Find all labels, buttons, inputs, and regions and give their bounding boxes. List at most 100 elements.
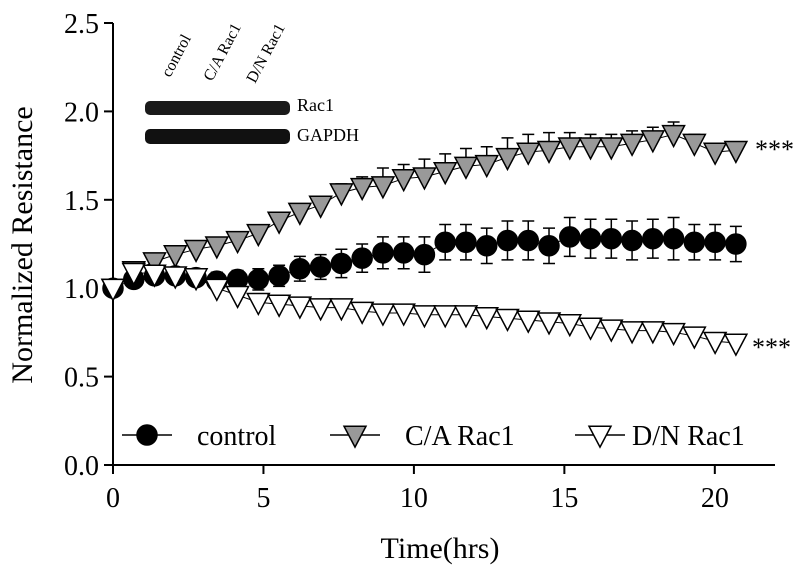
marker [559,226,581,248]
marker [183,239,209,264]
marker [661,124,686,149]
marker [578,317,603,341]
marker [330,252,353,275]
marker [474,154,499,179]
legend-label: C/A Rac1 [405,421,515,452]
marker [225,285,250,309]
marker [619,321,645,345]
marker [370,176,396,200]
annotation: *** [752,333,791,362]
marker [266,294,292,318]
marker [621,229,643,252]
marker [204,236,230,260]
marker [308,298,333,322]
lane-label: C/A Rac1 [201,21,245,84]
x-tick-label: 10 [400,483,428,514]
legend-label: D/N Rac1 [632,421,745,452]
marker [329,183,354,207]
marker [475,235,498,257]
marker [432,161,458,186]
x-axis-label: Time(hrs) [381,532,500,565]
marker [412,305,437,329]
marker [495,147,520,172]
x-tick-label: 20 [701,483,729,514]
y-tick-label: 0.5 [64,363,99,394]
marker [725,233,747,255]
blot-band [145,129,290,144]
marker [246,292,271,317]
x-tick-label: 15 [550,483,578,514]
marker [370,303,396,327]
marker [536,312,562,336]
band-label: Rac1 [297,95,334,115]
marker [682,133,707,157]
legend-marker [342,425,368,449]
marker [391,303,416,327]
marker [204,278,230,302]
marker [723,140,749,165]
marker [702,331,728,355]
marker [287,202,313,226]
marker [496,229,519,252]
marker [183,268,209,292]
marker [266,211,292,235]
lane-label: D/N Rac1 [244,21,289,86]
marker [474,306,499,331]
marker [142,252,167,276]
marker [163,245,188,269]
marker [516,310,541,334]
y-axis-label: Normalized Resistance [6,106,39,383]
band-label: GAPDH [297,125,359,145]
y-tick-label: 2.5 [64,9,99,40]
marker [225,230,250,255]
x-tick-label: 0 [106,483,120,514]
marker [516,142,541,166]
marker [412,167,437,191]
marker [683,231,706,253]
marker [702,142,728,166]
marker [579,227,602,250]
marker [642,227,664,250]
marker [349,177,375,202]
marker [661,322,686,347]
marker [600,227,623,250]
marker [704,231,726,253]
marker [557,137,583,161]
marker [142,264,167,288]
y-tick-label: 1.5 [64,186,99,217]
marker [662,227,685,250]
marker [309,256,332,278]
y-tick-label: 2.0 [64,97,99,128]
marker [121,262,147,286]
marker [372,242,394,264]
marker [413,243,436,266]
marker [557,314,583,338]
y-tick-label: 0.0 [64,451,99,482]
marker [391,169,416,193]
marker [495,308,520,332]
marker [247,268,270,291]
marker [578,137,603,161]
marker [538,235,560,257]
marker [246,223,271,248]
marker [640,321,666,345]
y-tick-label: 1.0 [64,274,99,305]
marker [453,305,479,329]
marker [434,231,456,253]
marker [619,133,645,157]
marker [349,301,375,325]
marker [432,305,458,329]
marker [455,231,477,253]
annotation: *** [755,135,794,164]
legend-marker [587,425,613,449]
marker [392,242,415,264]
legend-marker [136,424,158,446]
marker [329,298,354,322]
marker [287,296,313,320]
marker [682,326,707,350]
x-tick-label: 5 [256,483,270,514]
marker [289,258,311,280]
lane-label: control [159,31,196,79]
